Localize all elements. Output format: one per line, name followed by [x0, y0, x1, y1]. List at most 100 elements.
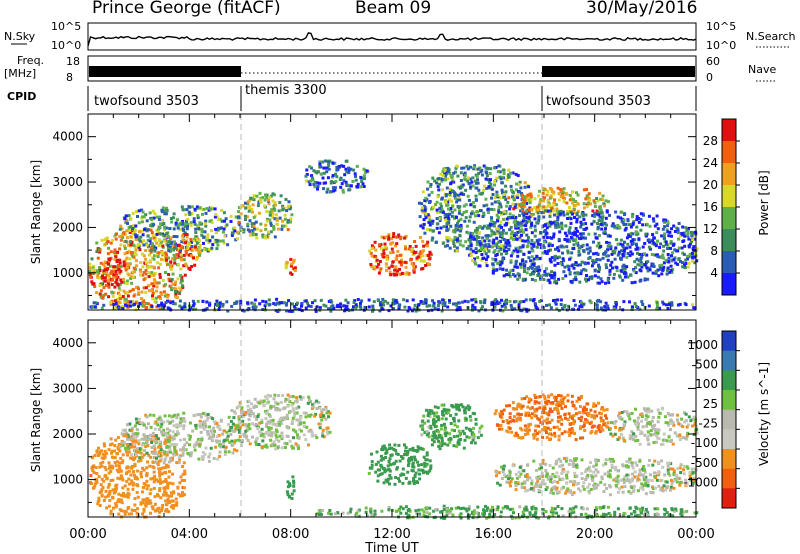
echo-cell	[103, 449, 107, 453]
echo-cell	[172, 212, 176, 216]
echo-cell	[547, 278, 551, 282]
echo-cell	[104, 292, 108, 296]
echo-cell	[291, 395, 295, 399]
echo-cell	[170, 278, 174, 281]
echo-cell	[109, 512, 113, 516]
echo-cell	[216, 228, 220, 232]
echo-cell	[639, 257, 643, 260]
echo-cell	[608, 269, 612, 273]
echo-cell	[530, 231, 534, 235]
echo-cell	[300, 304, 303, 308]
echo-cell	[126, 491, 130, 495]
echo-cell	[301, 396, 305, 400]
echo-cell	[146, 436, 150, 440]
echo-cell	[414, 458, 417, 462]
echo-cell	[219, 445, 223, 449]
echo-cell	[133, 449, 136, 452]
echo-cell	[552, 190, 556, 194]
echo-cell	[457, 225, 461, 228]
echo-cell	[466, 179, 470, 183]
echo-cell	[681, 251, 685, 255]
echo-cell	[542, 240, 546, 244]
echo-cell	[668, 303, 671, 307]
echo-cell	[229, 419, 233, 423]
echo-cell	[144, 483, 148, 487]
echo-cell	[590, 222, 594, 226]
echo-cell	[142, 468, 146, 472]
echo-cell	[397, 307, 401, 311]
echo-cell	[255, 236, 259, 240]
echo-cell	[182, 258, 186, 262]
echo-cell	[137, 287, 140, 291]
echo-cell	[352, 168, 356, 172]
echo-cell	[181, 228, 185, 232]
echo-cell	[288, 482, 291, 486]
echo-cell	[455, 164, 459, 168]
echo-cell	[533, 241, 537, 245]
echo-cell	[293, 269, 297, 272]
echo-cell	[217, 424, 221, 428]
echo-cell	[407, 457, 411, 460]
echo-cell	[221, 304, 225, 308]
echo-cell	[500, 260, 504, 264]
echo-cell	[210, 439, 214, 443]
echo-cell	[580, 212, 584, 216]
echo-cell	[115, 468, 119, 472]
echo-cell	[149, 248, 153, 252]
echo-cell	[421, 206, 424, 210]
echo-cell	[110, 283, 114, 286]
echo-cell	[150, 271, 154, 275]
nave-tick-lo: 0	[706, 71, 713, 84]
echo-cell	[313, 299, 317, 303]
echo-cell	[254, 422, 258, 426]
echo-cell	[253, 423, 257, 427]
echo-cell	[164, 212, 168, 216]
echo-cell	[394, 299, 398, 303]
echo-cell	[128, 443, 132, 446]
echo-cell	[182, 253, 186, 257]
echo-cell	[483, 249, 487, 253]
echo-cell	[210, 246, 214, 250]
echo-cell	[413, 303, 417, 307]
echo-cell	[486, 207, 490, 211]
echo-cell	[639, 212, 643, 216]
echo-cell	[288, 309, 291, 313]
echo-cell	[102, 479, 106, 483]
echo-cell	[183, 305, 187, 309]
echo-cell	[97, 276, 101, 280]
echo-cell	[471, 201, 475, 205]
echo-cell	[647, 304, 651, 308]
echo-cell	[448, 171, 452, 175]
echo-cell	[325, 170, 329, 174]
echo-cell	[201, 412, 205, 415]
echo-cell	[174, 287, 178, 291]
echo-cell	[129, 243, 133, 247]
echo-cell	[508, 244, 512, 248]
echo-cell	[615, 269, 619, 273]
echo-cell	[212, 433, 215, 437]
echo-cell	[292, 260, 295, 264]
echo-cell	[637, 220, 641, 224]
echo-cell	[206, 413, 210, 416]
echo-cell	[642, 252, 646, 256]
echo-cell	[132, 294, 136, 298]
echo-cell	[127, 300, 131, 304]
echo-cell	[398, 253, 402, 257]
echo-cell	[651, 271, 655, 275]
echo-cell	[202, 207, 206, 211]
echo-cell	[587, 232, 591, 236]
echo-cell	[291, 302, 294, 306]
echo-cell	[163, 479, 167, 483]
echo-cell	[135, 210, 138, 214]
echo-cell	[136, 507, 139, 511]
echo-cell	[289, 206, 293, 210]
echo-cell	[405, 271, 409, 275]
echo-cell	[165, 253, 169, 257]
echo-cell	[118, 258, 122, 262]
echo-cell	[263, 198, 267, 202]
echo-cell	[207, 432, 211, 436]
echo-cell	[124, 510, 128, 514]
echo-cell	[257, 430, 261, 434]
echo-cell	[428, 228, 432, 232]
echo-cell	[153, 271, 157, 275]
